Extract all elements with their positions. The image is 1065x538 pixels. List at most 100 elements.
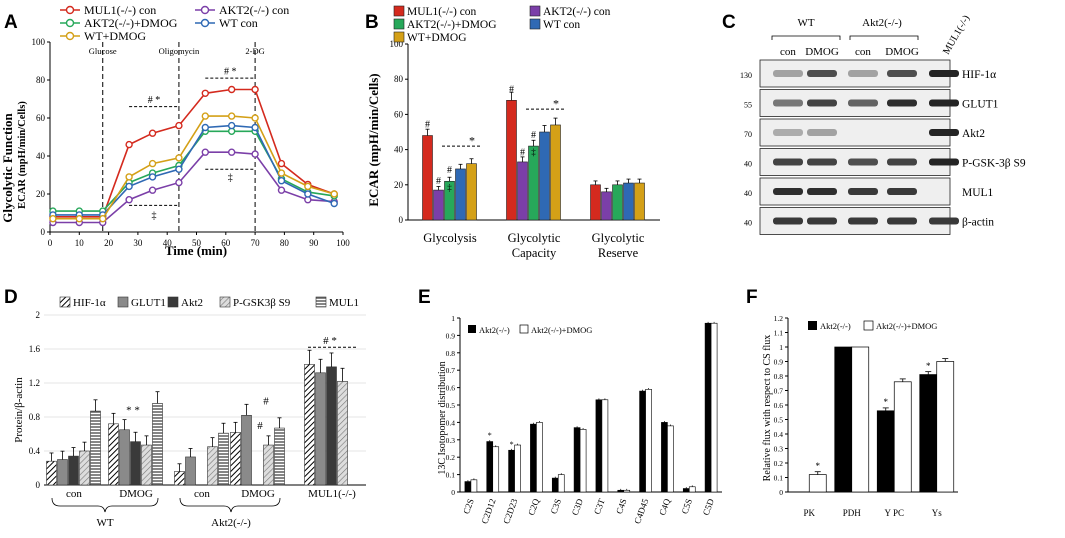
y-tick-label: 0.4 [774,430,784,439]
blot-band [773,70,803,77]
x-tick-label: 30 [133,238,143,248]
data-point [175,154,183,162]
data-point [227,148,236,156]
series-line [52,151,335,224]
category-label: C3S [548,497,563,515]
y-tick-label: 80 [36,75,46,85]
bar [337,380,348,486]
sig-annotation: * [553,96,559,110]
bar [704,322,712,493]
panel-d-ylabel: Protein/β-actin [13,377,25,443]
bar [90,410,101,486]
legend-label: Akt2(-/-) [820,321,851,331]
legend-label: HIF-1α [73,297,106,309]
bar [433,189,444,221]
bar [466,163,477,221]
sig-annotation: # [436,176,441,187]
blot-band [773,129,803,136]
panel-c-blot: WT Akt2(-/-) MUL1(-/-) con DMOG con DMOG 130 HIF… [740,13,1026,235]
bar [639,390,646,493]
bar [536,422,543,493]
category-label: DMOG [241,488,275,500]
sig-annotation: # [263,395,269,407]
blot-mw-label: 130 [740,71,752,80]
sig-annotation: # [520,148,525,159]
y-tick-label: 0.3 [446,436,456,445]
legend-marker [200,18,210,28]
y-tick-label: 1.2 [29,378,40,388]
blot-band [929,158,959,166]
sig-annotation: * [816,461,821,471]
data-point [148,129,157,137]
data-point [277,169,286,177]
data-point [201,148,209,156]
legend-swatch [117,296,129,308]
legend-swatch [863,320,874,331]
blot-band [848,188,878,195]
blot-band [848,158,878,166]
y-tick-label: 0.9 [446,331,456,340]
legend-label: MUL1(-/-) con [84,3,156,17]
legend-label: WT con [219,16,258,30]
category-label: C4D45 [632,497,650,525]
category-label: con [66,488,82,500]
data-point [304,190,312,198]
data-point [175,121,183,130]
x-tick-label: 20 [104,238,114,248]
panel-b: ECAR (mpH/min/Cells) 0 20 40 60 80 100 Glycoly… [366,5,660,260]
category-label: C3T [592,497,607,516]
y-tick-label: 20 [36,189,46,199]
bar [936,361,955,493]
sig-annotation: ‡ [228,173,233,184]
sig-annotation: * [884,397,889,407]
bar [230,431,241,486]
category-label: C4Q [657,497,672,517]
bar [326,366,337,486]
legend-label: AKT2(-/-) con [219,3,289,17]
blot-band [929,99,959,107]
legend-label: Akt2 [181,297,203,309]
y-tick-label: 0 [36,480,41,490]
bar [530,423,537,493]
y-tick-label: 0.6 [446,384,456,393]
legend-label: AKT2(-/-)+DMOG [84,16,178,30]
y-tick-label: 40 [394,145,404,155]
category-label: C2S [461,497,476,515]
blot-band [848,217,878,225]
blot-mw-label: 70 [744,130,752,139]
blot-band [773,158,803,166]
y-tick-label: 0.5 [774,416,784,425]
data-point [148,159,157,168]
legend-label: Akt2(-/-)+DMOG [876,321,937,331]
legend-marker [65,5,75,15]
blot-bracket [771,35,841,40]
category-label: Glycolysis [423,231,477,245]
y-tick-label: 0.2 [774,459,784,468]
group-label: WT [96,517,113,529]
blot-protein-label: GLUT1 [962,99,999,111]
data-point [75,214,84,223]
legend-swatch [529,18,541,30]
legend-label: AKT2(-/-) con [543,6,611,18]
data-point [227,112,236,120]
blot-band [807,129,837,136]
bar [130,441,141,486]
panel-e-plot: 0 0.1 0.2 0.3 0.4 0.5 0.6 0.7 0.8 0.9 1 C2S C2D12 C2D… [446,314,722,525]
category-label: Capacity [512,246,557,260]
bar [682,488,690,493]
legend-swatch [315,296,327,308]
bar [455,168,466,221]
bar [551,477,559,493]
blot-mw-label: 40 [744,160,752,169]
legend-swatch [808,321,817,330]
legend-marker [200,5,210,15]
panel-f-plot: 0 0.1 0.2 0.3 0.4 0.5 0.6 0.7 0.8 0.9 1 1.1 1.2 PK PDH… [774,314,958,518]
y-tick-label: 0.8 [446,349,456,358]
panel-a: Glycolytic Function ECAR (mpH/min/Cells)… [0,3,350,258]
blot-band [929,70,959,77]
bar [667,425,674,493]
bar [634,182,645,221]
category-label: Glycolytic [592,231,645,245]
sig-annotation: # [447,165,452,176]
injection-label: 2-DG [245,46,264,56]
